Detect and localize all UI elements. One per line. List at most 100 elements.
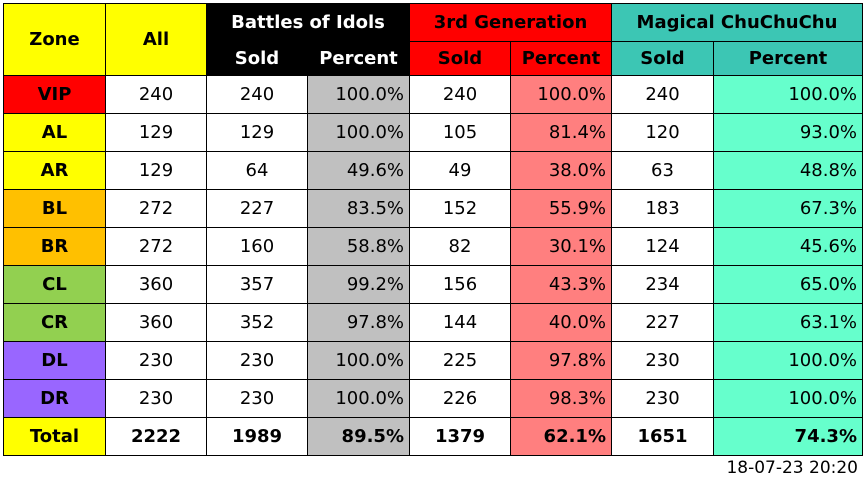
gen3-sold-cell: 49 bbox=[409, 151, 511, 190]
gen3-percent-cell: 38.0% bbox=[510, 151, 612, 190]
gen3-sold-cell: 152 bbox=[409, 189, 511, 228]
battles-percent-cell: 100.0% bbox=[307, 113, 410, 152]
zone-cell: AL bbox=[3, 113, 106, 152]
battles-sold-cell: 129 bbox=[206, 113, 308, 152]
chuchuchu-sold-cell: 1651 bbox=[611, 417, 714, 456]
chuchuchu-sold-cell: 63 bbox=[611, 151, 714, 190]
zone-cell: CR bbox=[3, 303, 106, 342]
all-cell: 230 bbox=[105, 341, 207, 380]
all-cell: 360 bbox=[105, 303, 207, 342]
all-cell: 360 bbox=[105, 265, 207, 304]
zone-cell: BR bbox=[3, 227, 106, 266]
chuchuchu-percent-cell: 67.3% bbox=[713, 189, 863, 228]
battles-sold-cell: 357 bbox=[206, 265, 308, 304]
battles-percent-cell: 97.8% bbox=[307, 303, 410, 342]
group-header-battles-of-idols: Battles of Idols bbox=[206, 3, 410, 42]
battles-sold-cell: 227 bbox=[206, 189, 308, 228]
battles-sold-cell: 64 bbox=[206, 151, 308, 190]
total-row: Total 2222 1989 89.5% 1379 62.1% 1651 74.3% bbox=[3, 417, 863, 456]
battles-percent-cell: 58.8% bbox=[307, 227, 410, 266]
chuchuchu-sold-cell: 230 bbox=[611, 341, 714, 380]
percent-header: Percent bbox=[307, 41, 410, 76]
gen3-percent-cell: 30.1% bbox=[510, 227, 612, 266]
battles-percent-cell: 100.0% bbox=[307, 341, 410, 380]
all-cell: 2222 bbox=[105, 417, 207, 456]
gen3-sold-cell: 225 bbox=[409, 341, 511, 380]
gen3-sold-cell: 105 bbox=[409, 113, 511, 152]
zone-cell: CL bbox=[3, 265, 106, 304]
chuchuchu-percent-cell: 100.0% bbox=[713, 75, 863, 114]
battles-sold-cell: 240 bbox=[206, 75, 308, 114]
battles-percent-cell: 49.6% bbox=[307, 151, 410, 190]
sold-header: Sold bbox=[611, 41, 714, 76]
chuchuchu-percent-cell: 63.1% bbox=[713, 303, 863, 342]
battles-percent-cell: 89.5% bbox=[307, 417, 410, 456]
gen3-percent-cell: 97.8% bbox=[510, 341, 612, 380]
battles-percent-cell: 99.2% bbox=[307, 265, 410, 304]
gen3-sold-cell: 82 bbox=[409, 227, 511, 266]
gen3-percent-cell: 43.3% bbox=[510, 265, 612, 304]
all-cell: 129 bbox=[105, 151, 207, 190]
gen3-sold-cell: 226 bbox=[409, 379, 511, 418]
timestamp: 18-07-23 20:20 bbox=[726, 458, 858, 478]
group-header-3rd-generation: 3rd Generation bbox=[409, 3, 612, 42]
chuchuchu-sold-cell: 234 bbox=[611, 265, 714, 304]
table-row: BL 272 227 83.5% 152 55.9% 183 67.3% bbox=[3, 189, 863, 228]
sold-header: Sold bbox=[206, 41, 308, 76]
table-body: VIP 240 240 100.0% 240 100.0% 240 100.0% AL 129 12… bbox=[3, 75, 863, 456]
all-header: All bbox=[105, 3, 207, 76]
percent-header: Percent bbox=[713, 41, 863, 76]
zone-cell: BL bbox=[3, 189, 106, 228]
gen3-sold-cell: 156 bbox=[409, 265, 511, 304]
sold-header: Sold bbox=[409, 41, 511, 76]
all-cell: 129 bbox=[105, 113, 207, 152]
battles-sold-cell: 352 bbox=[206, 303, 308, 342]
zone-cell: VIP bbox=[3, 75, 106, 114]
zone-cell: Total bbox=[3, 417, 106, 456]
chuchuchu-sold-cell: 120 bbox=[611, 113, 714, 152]
battles-percent-cell: 83.5% bbox=[307, 189, 410, 228]
chuchuchu-percent-cell: 100.0% bbox=[713, 341, 863, 380]
ticket-sales-table: Zone All Battles of Idols 3rd Generation… bbox=[3, 3, 863, 456]
gen3-sold-cell: 144 bbox=[409, 303, 511, 342]
table-row: AL 129 129 100.0% 105 81.4% 120 93.0% bbox=[3, 113, 863, 152]
zone-cell: AR bbox=[3, 151, 106, 190]
zone-cell: DR bbox=[3, 379, 106, 418]
battles-sold-cell: 230 bbox=[206, 379, 308, 418]
gen3-sold-cell: 240 bbox=[409, 75, 511, 114]
gen3-percent-cell: 98.3% bbox=[510, 379, 612, 418]
all-cell: 272 bbox=[105, 227, 207, 266]
table-row: BR 272 160 58.8% 82 30.1% 124 45.6% bbox=[3, 227, 863, 266]
gen3-percent-cell: 62.1% bbox=[510, 417, 612, 456]
gen3-sold-cell: 1379 bbox=[409, 417, 511, 456]
gen3-percent-cell: 100.0% bbox=[510, 75, 612, 114]
zone-header: Zone bbox=[3, 3, 106, 76]
chuchuchu-sold-cell: 124 bbox=[611, 227, 714, 266]
battles-percent-cell: 100.0% bbox=[307, 379, 410, 418]
chuchuchu-percent-cell: 93.0% bbox=[713, 113, 863, 152]
all-cell: 272 bbox=[105, 189, 207, 228]
chuchuchu-sold-cell: 240 bbox=[611, 75, 714, 114]
gen3-percent-cell: 55.9% bbox=[510, 189, 612, 228]
battles-percent-cell: 100.0% bbox=[307, 75, 410, 114]
chuchuchu-sold-cell: 227 bbox=[611, 303, 714, 342]
table-row: VIP 240 240 100.0% 240 100.0% 240 100.0% bbox=[3, 75, 863, 114]
chuchuchu-percent-cell: 100.0% bbox=[713, 379, 863, 418]
chuchuchu-sold-cell: 183 bbox=[611, 189, 714, 228]
chuchuchu-percent-cell: 65.0% bbox=[713, 265, 863, 304]
battles-sold-cell: 1989 bbox=[206, 417, 308, 456]
battles-sold-cell: 230 bbox=[206, 341, 308, 380]
table-row: CR 360 352 97.8% 144 40.0% 227 63.1% bbox=[3, 303, 863, 342]
battles-sold-cell: 160 bbox=[206, 227, 308, 266]
percent-header: Percent bbox=[510, 41, 612, 76]
gen3-percent-cell: 40.0% bbox=[510, 303, 612, 342]
table-row: AR 129 64 49.6% 49 38.0% 63 48.8% bbox=[3, 151, 863, 190]
gen3-percent-cell: 81.4% bbox=[510, 113, 612, 152]
chuchuchu-percent-cell: 74.3% bbox=[713, 417, 863, 456]
chuchuchu-sold-cell: 230 bbox=[611, 379, 714, 418]
chuchuchu-percent-cell: 48.8% bbox=[713, 151, 863, 190]
all-cell: 240 bbox=[105, 75, 207, 114]
group-header-magical-chuchuchu: Magical ChuChuChu bbox=[611, 3, 863, 42]
chuchuchu-percent-cell: 45.6% bbox=[713, 227, 863, 266]
table-row: DR 230 230 100.0% 226 98.3% 230 100.0% bbox=[3, 379, 863, 418]
